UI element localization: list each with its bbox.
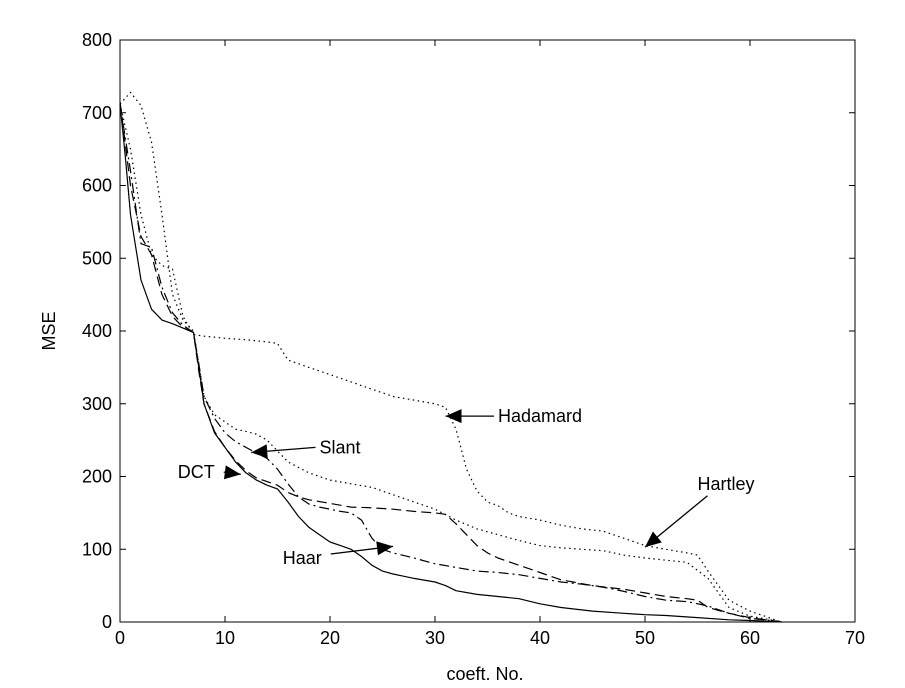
- x-tick-label: 50: [635, 628, 655, 648]
- x-tick-label: 20: [320, 628, 340, 648]
- y-tick-label: 700: [82, 103, 112, 123]
- y-tick-label: 300: [82, 394, 112, 414]
- annotation-label-slant: Slant: [320, 437, 361, 457]
- y-axis-label: MSE: [39, 311, 59, 350]
- y-tick-label: 800: [82, 30, 112, 50]
- series-line-hadamard: [119, 103, 782, 623]
- y-tick-label: 200: [82, 467, 112, 487]
- series-line-dct: [119, 101, 782, 623]
- y-tick-label: 400: [82, 321, 112, 341]
- x-tick-label: 40: [530, 628, 550, 648]
- x-axis-label: coeft. No.: [446, 664, 523, 684]
- y-tick-label: 500: [82, 248, 112, 268]
- annotations-group: Hadamard Slant DCT Hartley Haar: [178, 406, 755, 568]
- y-tick-label: 600: [82, 176, 112, 196]
- annotation-label-hadamard: Hadamard: [498, 406, 582, 426]
- x-tick-label: 70: [845, 628, 865, 648]
- x-tick-label: 60: [740, 628, 760, 648]
- annotation-label-dct: DCT: [178, 462, 215, 482]
- y-axis-ticks: 0 100 200 300 400 500 600 700 800: [82, 30, 855, 632]
- series-group: [119, 91, 782, 623]
- arrowhead-hadamard: [445, 409, 462, 424]
- arrowhead-slant: [251, 444, 268, 459]
- y-tick-label: 0: [102, 612, 112, 632]
- series-line-slant: [119, 103, 782, 623]
- arrowhead-dct: [223, 465, 241, 480]
- arrowhead-haar: [376, 541, 393, 556]
- annotation-label-hartley: Hartley: [698, 474, 755, 494]
- x-tick-label: 30: [425, 628, 445, 648]
- arrowhead-hartley: [645, 531, 662, 548]
- y-tick-label: 100: [82, 539, 112, 559]
- annotation-label-haar: Haar: [283, 548, 322, 568]
- x-tick-label: 10: [215, 628, 235, 648]
- x-tick-label: 0: [115, 628, 125, 648]
